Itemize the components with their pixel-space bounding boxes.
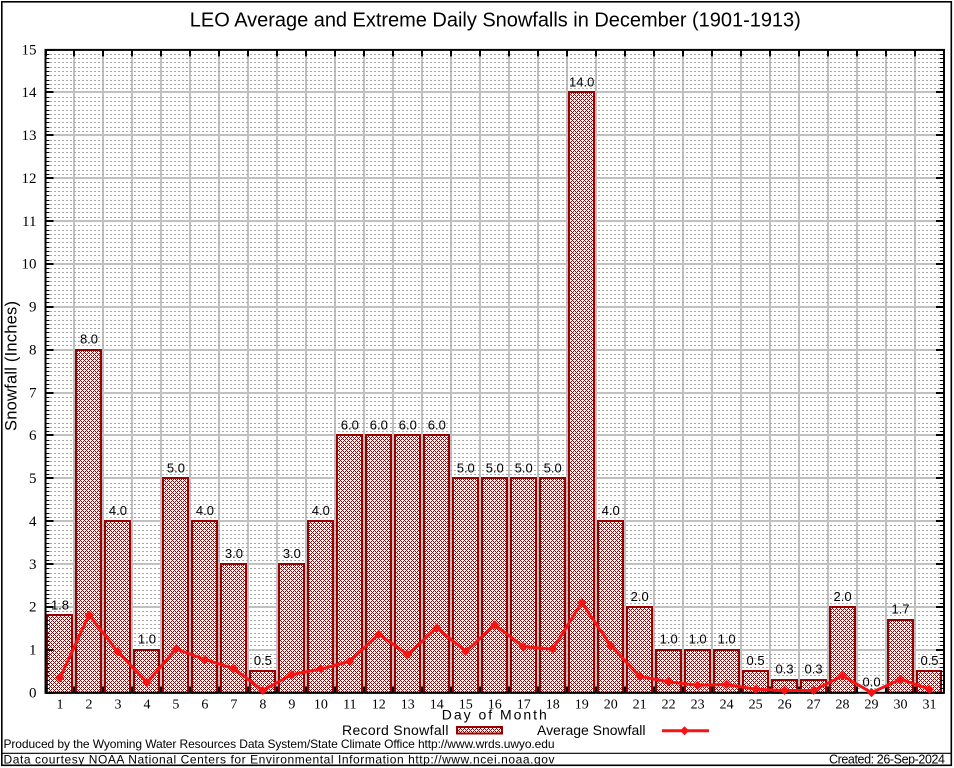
- svg-text:6.0: 6.0: [370, 417, 388, 432]
- svg-text:Data courtesy NOAA National Ce: Data courtesy NOAA National Centers for …: [4, 753, 555, 767]
- svg-text:29: 29: [865, 698, 879, 713]
- svg-text:9: 9: [29, 300, 37, 316]
- svg-text:6.0: 6.0: [341, 417, 359, 432]
- svg-text:11: 11: [22, 214, 36, 230]
- svg-text:18: 18: [546, 698, 560, 713]
- svg-text:1.0: 1.0: [689, 632, 707, 647]
- svg-text:28: 28: [836, 698, 850, 713]
- svg-text:3: 3: [114, 698, 121, 713]
- svg-text:15: 15: [459, 698, 473, 713]
- svg-text:12: 12: [22, 171, 37, 187]
- svg-text:4.0: 4.0: [312, 503, 330, 518]
- svg-text:0.3: 0.3: [776, 662, 794, 677]
- svg-text:15: 15: [22, 42, 37, 58]
- svg-text:13: 13: [401, 698, 415, 713]
- svg-text:5: 5: [172, 698, 179, 713]
- svg-text:10: 10: [314, 698, 328, 713]
- svg-text:LEO Average and Extreme Daily: LEO Average and Extreme Daily Snowfalls …: [190, 10, 801, 32]
- svg-text:23: 23: [691, 698, 705, 713]
- svg-text:0.0: 0.0: [863, 675, 881, 690]
- svg-text:6: 6: [201, 698, 208, 713]
- svg-text:5.0: 5.0: [457, 460, 475, 475]
- svg-text:8: 8: [259, 698, 266, 713]
- svg-text:11: 11: [343, 698, 356, 713]
- svg-text:7: 7: [230, 698, 237, 713]
- svg-text:0.5: 0.5: [747, 653, 765, 668]
- svg-text:Snowfall (Inches): Snowfall (Inches): [3, 301, 21, 431]
- svg-text:3.0: 3.0: [283, 546, 301, 561]
- svg-text:4: 4: [29, 514, 37, 530]
- svg-text:2.0: 2.0: [834, 589, 852, 604]
- svg-text:1.7: 1.7: [891, 602, 909, 617]
- svg-text:25: 25: [749, 698, 763, 713]
- svg-text:1: 1: [56, 698, 63, 713]
- svg-text:Average Snowfall: Average Snowfall: [537, 722, 646, 738]
- svg-text:3.0: 3.0: [225, 546, 243, 561]
- svg-text:4: 4: [143, 698, 150, 713]
- svg-text:7: 7: [29, 385, 37, 401]
- svg-text:4.0: 4.0: [109, 503, 127, 518]
- svg-text:5.0: 5.0: [515, 460, 533, 475]
- svg-text:Created: 26-Sep-2024: Created: 26-Sep-2024: [829, 753, 945, 767]
- svg-text:5.0: 5.0: [544, 460, 562, 475]
- svg-text:2.0: 2.0: [631, 589, 649, 604]
- svg-text:17: 17: [517, 698, 531, 713]
- svg-text:1: 1: [29, 643, 37, 659]
- svg-text:6: 6: [29, 428, 37, 444]
- svg-text:13: 13: [22, 128, 37, 144]
- svg-text:4.0: 4.0: [196, 503, 214, 518]
- svg-text:20: 20: [604, 698, 618, 713]
- svg-text:9: 9: [288, 698, 295, 713]
- svg-text:Produced by the Wyoming Water: Produced by the Wyoming Water Resources …: [4, 737, 555, 751]
- svg-text:4.0: 4.0: [602, 503, 620, 518]
- svg-text:8: 8: [29, 342, 37, 358]
- svg-text:10: 10: [22, 257, 37, 273]
- svg-text:0: 0: [29, 685, 37, 701]
- svg-text:5: 5: [29, 471, 37, 487]
- svg-text:14: 14: [430, 698, 444, 713]
- svg-text:0.5: 0.5: [254, 653, 272, 668]
- svg-text:2: 2: [85, 698, 92, 713]
- svg-text:2: 2: [29, 600, 37, 616]
- svg-text:24: 24: [720, 698, 734, 713]
- svg-text:22: 22: [662, 698, 676, 713]
- svg-text:8.0: 8.0: [80, 332, 98, 347]
- svg-text:0.5: 0.5: [920, 653, 938, 668]
- svg-text:19: 19: [575, 698, 589, 713]
- svg-text:1.0: 1.0: [138, 632, 156, 647]
- svg-text:26: 26: [778, 698, 792, 713]
- svg-text:1.0: 1.0: [718, 632, 736, 647]
- svg-text:6.0: 6.0: [428, 417, 446, 432]
- svg-text:1.8: 1.8: [51, 597, 69, 612]
- svg-text:21: 21: [633, 698, 647, 713]
- svg-text:16: 16: [488, 698, 502, 713]
- svg-text:14.0: 14.0: [569, 74, 594, 89]
- svg-text:Day of Month: Day of Month: [442, 707, 547, 723]
- svg-text:14: 14: [22, 85, 38, 101]
- svg-text:5.0: 5.0: [486, 460, 504, 475]
- svg-text:12: 12: [372, 698, 386, 713]
- svg-text:1.0: 1.0: [660, 632, 678, 647]
- svg-text:6.0: 6.0: [399, 417, 417, 432]
- svg-text:30: 30: [894, 698, 908, 713]
- svg-text:27: 27: [807, 698, 821, 713]
- svg-text:Record Snowfall: Record Snowfall: [342, 722, 449, 738]
- svg-text:3: 3: [29, 557, 37, 573]
- svg-text:31: 31: [923, 698, 937, 713]
- svg-text:0.3: 0.3: [805, 662, 823, 677]
- svg-text:5.0: 5.0: [167, 460, 185, 475]
